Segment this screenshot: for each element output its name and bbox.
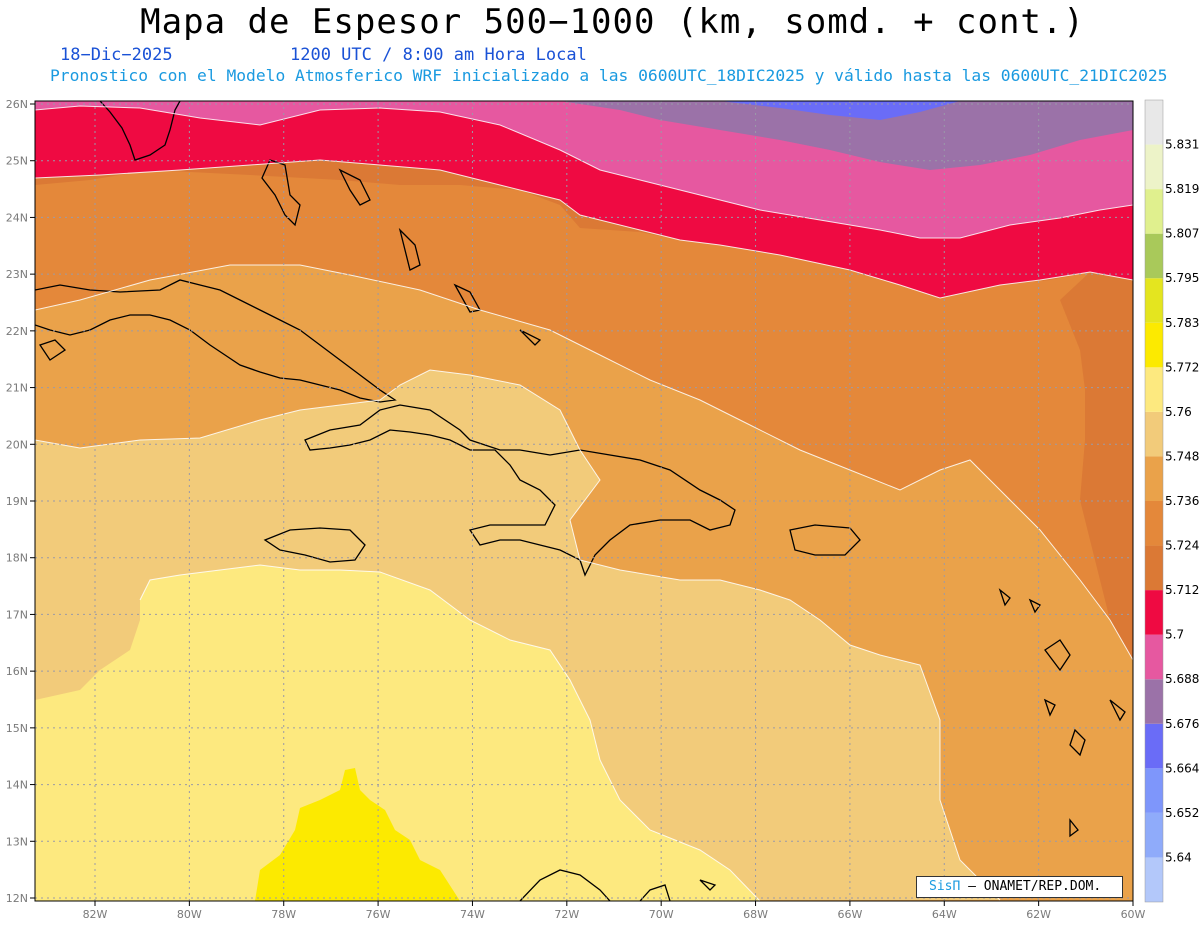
colorbar-label: 5.724: [1165, 539, 1199, 553]
colorbar-segment: [1145, 634, 1163, 680]
colorbar-label: 5.688: [1165, 672, 1199, 686]
lon-label: 76W: [366, 908, 391, 921]
lon-label: 72W: [554, 908, 579, 921]
colorbar-segment: [1145, 590, 1163, 635]
lat-label: 13N: [6, 835, 28, 848]
colorbar-label: 5.7: [1165, 628, 1184, 642]
colorbar-segment: [1145, 768, 1163, 813]
forecast-date: 18−Dic−2025: [60, 45, 173, 65]
lon-label: 82W: [83, 908, 108, 921]
lat-label: 15N: [6, 722, 28, 735]
lat-label: 18N: [6, 552, 28, 565]
forecast-description: Pronostico con el Modelo Atmosferico WRF…: [50, 66, 1168, 85]
credit-brand: SisΠ: [929, 879, 961, 894]
map-axes: 26N 25N 24N 23N 22N 21N 20N 19N 18N 17N 16N 15N 14N 1…: [6, 98, 1146, 921]
colorbar-label: 5.76: [1165, 405, 1192, 419]
colorbar-segment: [1145, 278, 1163, 323]
colorbar-label: 5.748: [1165, 449, 1199, 463]
colorbar-segment: [1145, 100, 1163, 145]
lat-label: 12N: [6, 892, 28, 905]
lon-label: 64W: [932, 908, 957, 921]
lat-label: 14N: [6, 779, 28, 792]
lon-label: 78W: [271, 908, 296, 921]
lat-label: 26N: [6, 98, 28, 111]
colorbar-segment: [1145, 144, 1163, 190]
lat-label: 16N: [6, 665, 28, 678]
colorbar-segment: [1145, 411, 1163, 457]
lon-label: 80W: [177, 908, 202, 921]
colorbar-label: 5.652: [1165, 806, 1199, 820]
colorbar-segment: [1145, 501, 1163, 546]
lat-label: 23N: [6, 268, 28, 281]
colorbar-label: 5.736: [1165, 494, 1199, 508]
colorbar-label: 5.676: [1165, 717, 1199, 731]
forecast-time: 1200 UTC / 8:00 am Hora Local: [290, 45, 587, 65]
colorbar-segment: [1145, 723, 1163, 769]
credit-org: – ONAMET/REP.DOM.: [968, 879, 1102, 894]
colorbar-segment: [1145, 857, 1163, 902]
lat-label: 25N: [6, 155, 28, 168]
lat-label: 20N: [6, 438, 28, 451]
colorbar-segment: [1145, 189, 1163, 234]
colorbar-label: 5.819: [1165, 182, 1199, 196]
colorbar-segment: [1145, 322, 1163, 368]
lon-label: 62W: [1026, 908, 1051, 921]
colorbar-label: 5.807: [1165, 227, 1199, 241]
lat-label: 17N: [6, 608, 28, 621]
coastlines: [35, 101, 1126, 901]
lon-label: 70W: [649, 908, 674, 921]
colorbar-label: 5.772: [1165, 360, 1199, 374]
colorbar-segment: [1145, 456, 1163, 501]
lon-label: 68W: [743, 908, 768, 921]
colorbar: 5.64 5.652 5.664 5.676 5.688 5.7 5.712 5.724 5.7…: [1144, 99, 1199, 903]
colorbar-label: 5.783: [1165, 316, 1199, 330]
colorbar-label: 5.831: [1165, 138, 1199, 152]
lat-label: 24N: [6, 211, 28, 224]
colorbar-label: 5.795: [1165, 271, 1199, 285]
map-title: Mapa de Espesor 500−1000 (km, somd. + co…: [140, 2, 1085, 42]
colorbar-segment: [1145, 545, 1163, 591]
colorbar-segment: [1145, 812, 1163, 858]
colorbar-segment: [1145, 367, 1163, 412]
lat-label: 22N: [6, 325, 28, 338]
contour-lines: [35, 105, 1133, 901]
grid-lines: [35, 101, 1133, 901]
colorbar-label: 5.664: [1165, 761, 1199, 775]
lat-label: 19N: [6, 495, 28, 508]
thickness-fill: [35, 101, 1133, 901]
credit-box: SisΠ – ONAMET/REP.DOM.: [916, 876, 1123, 898]
lon-label: 60W: [1121, 908, 1146, 921]
colorbar-segment: [1145, 679, 1163, 724]
colorbar-label: 5.64: [1165, 850, 1192, 864]
lon-label: 66W: [837, 908, 862, 921]
colorbar-segment: [1145, 233, 1163, 279]
colorbar-frame: [1144, 99, 1164, 903]
lat-label: 21N: [6, 382, 28, 395]
colorbar-label: 5.712: [1165, 583, 1199, 597]
lon-label: 74W: [460, 908, 485, 921]
